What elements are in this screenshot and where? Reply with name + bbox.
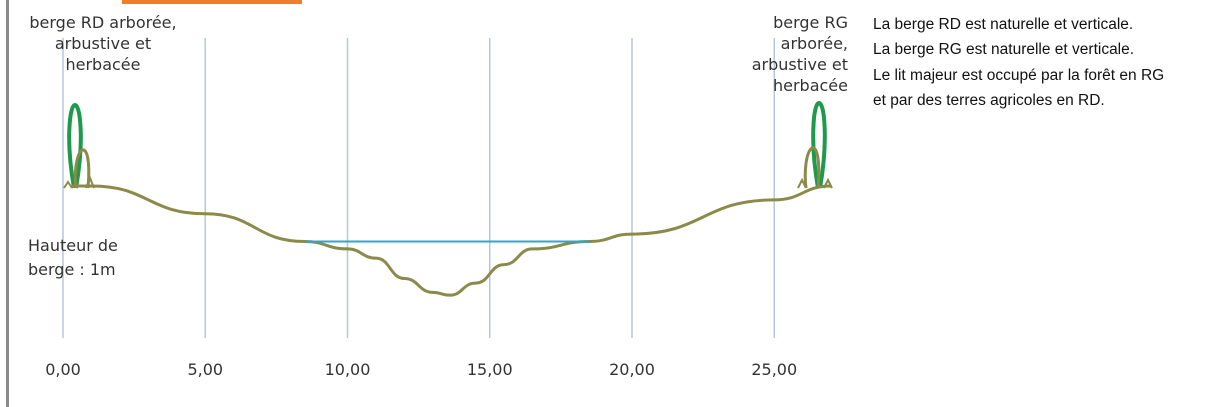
x-tick-label: 5,00 [187,360,223,379]
heading-fragment [122,0,302,4]
shrub-icon-rd [73,148,91,189]
grid-lines [62,38,775,338]
x-tick-label: 10,00 [325,360,371,379]
cross-section-chart: 0,00 5,00 10,00 15,00 20,00 25,00 [45,38,833,379]
bank-vegetation [63,101,833,189]
x-axis-ticks: 0,00 5,00 10,00 15,00 20,00 25,00 [45,360,797,379]
description-panel: La berge RD est naturelle et verticale. … [873,12,1173,114]
bank-height-label: Hauteur de berge : 1m [28,236,118,279]
description-floodplain: Le lit majeur est occupé par la forêt en… [873,66,1165,110]
vegetation-rg [797,101,833,189]
description-rg: La berge RG est naturelle et verticale. [873,41,1135,59]
ground-profile-line [71,184,832,297]
x-tick-label: 15,00 [467,360,513,379]
tree-icon-rg [811,101,827,189]
x-tick-label: 20,00 [609,360,655,379]
page-left-border [6,0,9,407]
shrub-icon-rg [803,146,821,189]
x-tick-label: 0,00 [45,360,81,379]
bank-rd-label: berge RD arborée, arbustive et herbacée [29,13,177,74]
bank-rg-label: berge RG arborée, arbustive et herbacée [751,13,848,95]
profile-series [71,184,832,297]
x-tick-label: 25,00 [751,360,797,379]
vegetation-rd [63,103,95,189]
description-rd: La berge RD est naturelle et verticale. [873,16,1134,33]
